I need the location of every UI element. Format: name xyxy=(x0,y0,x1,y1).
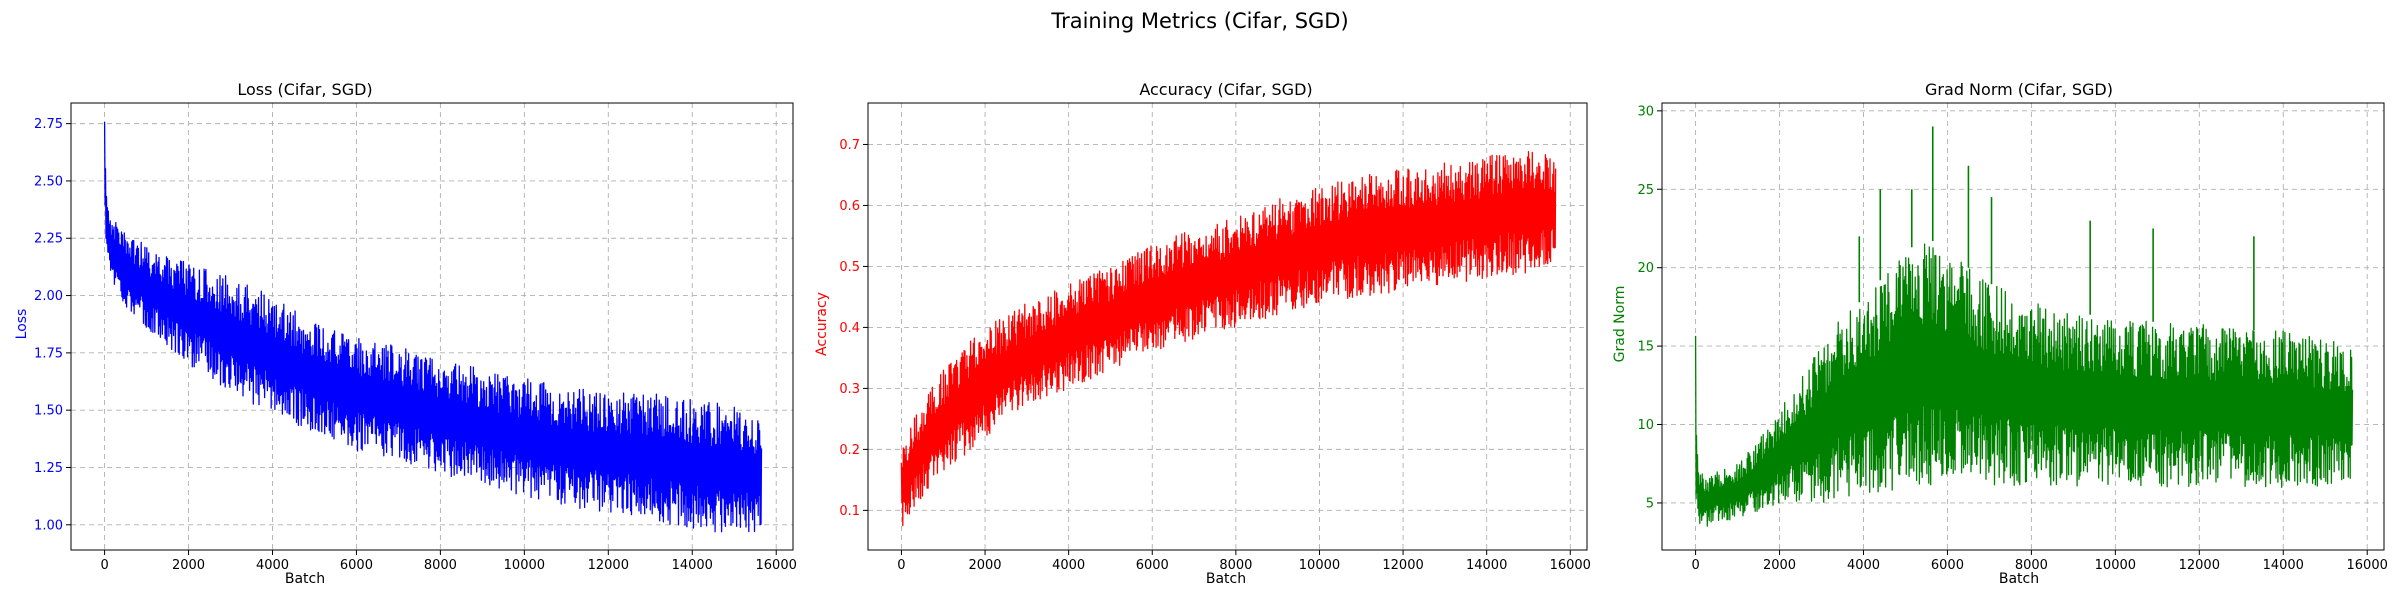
y-tick-label: 20 xyxy=(1637,261,1654,276)
x-tick-label: 6000 xyxy=(1931,558,1964,573)
y-tick-label: 2.75 xyxy=(34,117,63,132)
grad-norm-chart-xlabel: Batch xyxy=(1999,571,2039,587)
accuracy-chart-xlabel: Batch xyxy=(1206,571,1246,587)
y-tick-label: 0.3 xyxy=(839,382,860,397)
accuracy-chart: Accuracy (Cifar, SGD) Batch Accuracy 0 20… xyxy=(814,80,1591,587)
y-tick-label: 1.00 xyxy=(34,518,63,533)
y-tick-label: 0.6 xyxy=(839,199,860,214)
x-tick-label: 16000 xyxy=(2347,558,2388,573)
accuracy-chart-ylabel: Accuracy xyxy=(814,292,830,356)
x-tick-label: 8000 xyxy=(1219,558,1252,573)
y-tick-label: 1.25 xyxy=(34,461,63,476)
loss-chart-ylabel: Loss xyxy=(14,309,30,340)
x-tick-label: 0 xyxy=(100,558,108,573)
x-tick-label: 16000 xyxy=(1550,558,1591,573)
y-tick-label: 2.50 xyxy=(34,174,63,189)
grad-norm-chart-ylabel: Grad Norm xyxy=(1612,286,1628,363)
x-tick-label: 4000 xyxy=(1052,558,1085,573)
y-tick-label: 5 xyxy=(1646,496,1654,511)
figure-suptitle: Training Metrics (Cifar, SGD) xyxy=(1050,9,1348,33)
y-tick-label: 1.75 xyxy=(34,346,63,361)
y-tick-label: 0.7 xyxy=(839,138,860,153)
y-tick-label: 10 xyxy=(1637,418,1654,433)
x-tick-label: 8000 xyxy=(424,558,457,573)
x-tick-label: 2000 xyxy=(172,558,205,573)
y-tick-label: 0.2 xyxy=(839,443,860,458)
y-tick-label: 1.50 xyxy=(34,404,63,419)
loss-chart-title: Loss (Cifar, SGD) xyxy=(237,80,372,99)
y-tick-label: 15 xyxy=(1637,340,1654,355)
loss-chart-plot: 0 2000 4000 6000 8000 10000 12000 14000 16000 1.0… xyxy=(34,102,797,573)
x-tick-label: 14000 xyxy=(2263,558,2304,573)
accuracy-chart-title: Accuracy (Cifar, SGD) xyxy=(1139,80,1312,99)
y-tick-label: 25 xyxy=(1637,183,1654,198)
series-line xyxy=(103,121,763,533)
x-tick-label: 4000 xyxy=(256,558,289,573)
y-tick-label: 2.25 xyxy=(34,232,63,247)
axes-frame xyxy=(1661,102,2385,551)
accuracy-chart-plot: 0 2000 4000 6000 8000 10000 12000 14000 16000 0.1… xyxy=(839,102,1591,573)
loss-chart: Loss (Cifar, SGD) Batch Loss 0 2000 4000 60… xyxy=(14,80,797,587)
loss-chart-xlabel: Batch xyxy=(285,571,325,587)
series-line xyxy=(1694,243,2354,527)
x-tick-label: 8000 xyxy=(2015,558,2048,573)
x-tick-label: 16000 xyxy=(756,558,797,573)
x-tick-label: 2000 xyxy=(968,558,1001,573)
axes-frame xyxy=(70,102,794,551)
y-tick-label: 0.1 xyxy=(839,504,860,519)
x-tick-label: 0 xyxy=(897,558,905,573)
x-tick-label: 2000 xyxy=(1763,558,1796,573)
series-line xyxy=(900,151,1557,527)
axes-frame xyxy=(867,102,1588,551)
x-tick-label: 12000 xyxy=(588,558,629,573)
x-tick-label: 14000 xyxy=(672,558,713,573)
grad-norm-chart-title: Grad Norm (Cifar, SGD) xyxy=(1925,80,2113,99)
x-tick-label: 6000 xyxy=(340,558,373,573)
y-tick-label: 0.4 xyxy=(839,321,860,336)
y-tick-label: 2.00 xyxy=(34,289,63,304)
y-tick-label: 30 xyxy=(1637,104,1654,119)
x-tick-label: 10000 xyxy=(504,558,545,573)
y-tick-label: 0.5 xyxy=(839,260,860,275)
x-tick-label: 12000 xyxy=(2179,558,2220,573)
grad-norm-chart: Grad Norm (Cifar, SGD) Batch Grad Norm 0… xyxy=(1612,80,2388,587)
x-tick-label: 10000 xyxy=(1299,558,1340,573)
x-tick-label: 12000 xyxy=(1382,558,1423,573)
x-tick-label: 14000 xyxy=(1466,558,1507,573)
x-tick-label: 4000 xyxy=(1847,558,1880,573)
x-tick-label: 0 xyxy=(1691,558,1699,573)
grad-norm-chart-plot: 0 2000 4000 6000 8000 10000 12000 14000 16000 5 10… xyxy=(1637,102,2388,573)
x-tick-label: 10000 xyxy=(2095,558,2136,573)
x-tick-label: 6000 xyxy=(1136,558,1169,573)
